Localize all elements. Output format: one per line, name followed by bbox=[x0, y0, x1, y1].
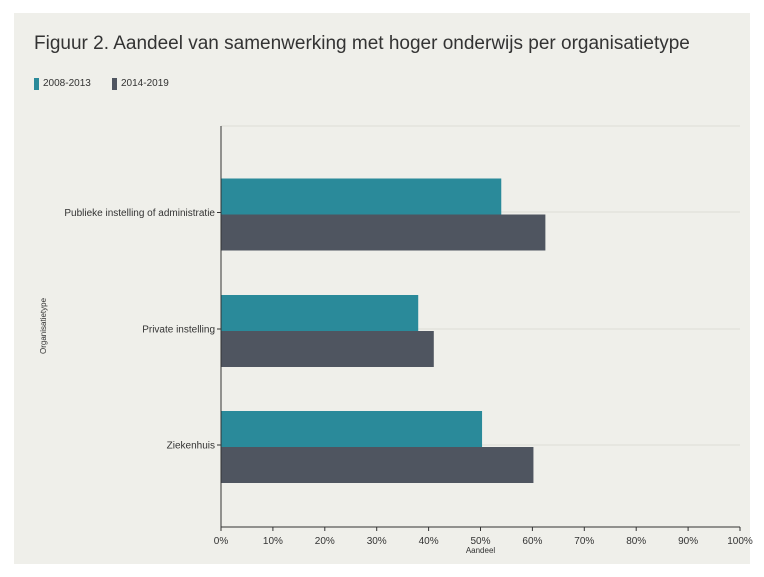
legend-swatch-2008-2013 bbox=[34, 78, 39, 90]
x-tick-label-10: 100% bbox=[727, 536, 753, 547]
bar-ziekenhuis-2008-2013 bbox=[221, 411, 483, 447]
legend-label-2008-2013: 2008-2013 bbox=[43, 78, 91, 89]
x-tick-label-1: 10% bbox=[263, 536, 283, 547]
x-tick-label-6: 60% bbox=[522, 536, 542, 547]
y-tick-label-private-instelling: Private instelling bbox=[142, 325, 215, 336]
x-tick-label-8: 80% bbox=[626, 536, 646, 547]
bar-publieke-instelling-of-administratie-2014-2019 bbox=[221, 214, 546, 251]
x-tick-label-5: 50% bbox=[470, 536, 490, 547]
x-tick-label-3: 30% bbox=[367, 536, 387, 547]
bar-ziekenhuis-2014-2019 bbox=[221, 447, 534, 483]
y-axis-title: Organisatietype bbox=[39, 297, 48, 354]
bar-private-instelling-2008-2013 bbox=[221, 295, 419, 331]
x-tick-label-0: 0% bbox=[214, 536, 229, 547]
legend-swatch-2014-2019 bbox=[112, 78, 117, 90]
y-tick-label-publieke-instelling-of-administratie: Publieke instelling of administratie bbox=[64, 208, 215, 219]
bar-private-instelling-2014-2019 bbox=[221, 331, 434, 367]
legend-label-2014-2019: 2014-2019 bbox=[121, 78, 169, 89]
x-tick-label-7: 70% bbox=[574, 536, 594, 547]
y-tick-label-ziekenhuis: Ziekenhuis bbox=[167, 441, 215, 452]
bar-publieke-instelling-of-administratie-2008-2013 bbox=[221, 178, 502, 215]
x-tick-label-9: 90% bbox=[678, 536, 698, 547]
x-tick-label-2: 20% bbox=[315, 536, 335, 547]
chart-title: Figuur 2. Aandeel van samenwerking met h… bbox=[34, 33, 690, 54]
x-tick-label-4: 40% bbox=[419, 536, 439, 547]
x-axis-title: Aandeel bbox=[466, 546, 496, 555]
